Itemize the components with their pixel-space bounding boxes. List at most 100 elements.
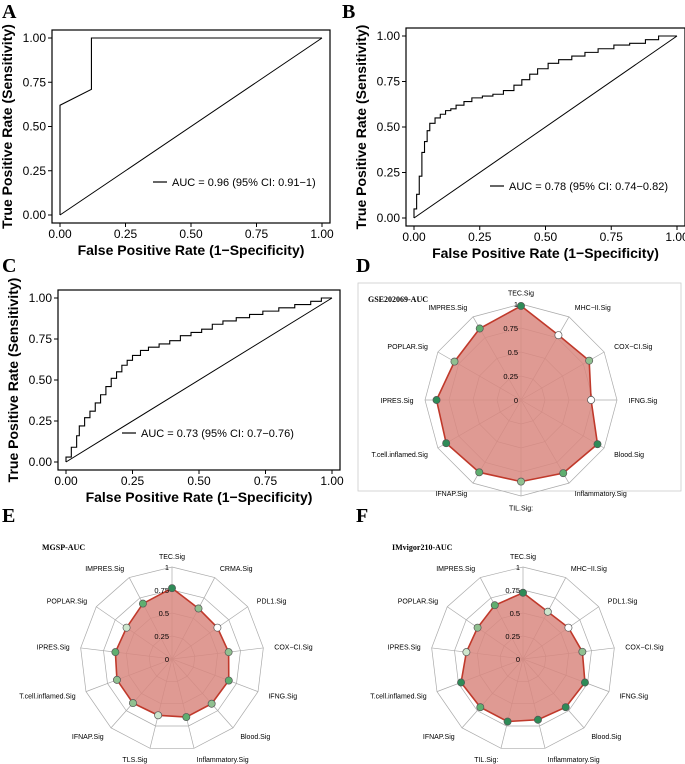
- radar-axis-label-f: MHC−II.Sig: [571, 566, 607, 573]
- x-tick-label-a: 0.75: [245, 227, 269, 241]
- radar-chart-f: IMvigor210-AUC 0 0.25 0.5 0.75 1 TEC.Sig MHC−II…: [370, 543, 663, 764]
- y-tick-label-a: 0.75: [23, 75, 47, 89]
- radar-point-f: [564, 623, 573, 632]
- radar-axis-label-d: TEC.Sig: [508, 290, 534, 297]
- radar-point-f: [457, 678, 466, 687]
- y-tick-label-a: 0.50: [23, 120, 47, 134]
- x-tick-label-a: 1.00: [310, 227, 334, 241]
- y-tick-label-b: 1.00: [377, 29, 401, 43]
- radar-axis-label-d: MHC−II.Sig: [575, 305, 611, 312]
- y-tick-label-b: 0.50: [377, 120, 401, 134]
- x-tick-label-c: 0.75: [254, 474, 278, 488]
- radar-axis-label-e: Blood.Sig: [240, 734, 270, 741]
- radar-axis-label-e: POPLAR.Sig: [47, 598, 88, 605]
- radar-axis-label-e: COX−CI.Sig: [274, 645, 312, 652]
- radar-ring-label-d: 0.25: [503, 372, 518, 381]
- radar-ring-label-f: 0.75: [505, 586, 520, 595]
- radar-axis-label-f: TEC.Sig: [510, 554, 536, 561]
- radar-point-f: [543, 607, 552, 616]
- radar-point-e: [122, 623, 131, 632]
- radar-ring-label-e: 0.75: [154, 586, 169, 595]
- radar-point-e: [224, 648, 233, 657]
- radar-area-f: [460, 591, 586, 723]
- x-tick-label-a: 0.00: [48, 227, 72, 241]
- x-tick-label-b: 0.25: [468, 230, 492, 244]
- radar-ring-label-e: 0.25: [154, 632, 169, 641]
- radar-point-e: [129, 699, 137, 708]
- radar-point-f: [534, 715, 542, 724]
- radar-point-e: [213, 623, 222, 632]
- y-tick-label-b: 0.25: [377, 166, 401, 180]
- radar-ring-label-f: 0: [516, 655, 520, 664]
- x-tick-label-b: 0.00: [402, 230, 426, 244]
- radar-axis-label-e: IFNG.Sig: [268, 694, 297, 701]
- radar-point-d: [475, 324, 484, 333]
- roc-curve-a: [59, 37, 322, 215]
- radar-axis-label-e: IPRES.Sig: [37, 645, 70, 652]
- radar-ring-e: [103, 589, 241, 727]
- reference-diagonal-a: [59, 37, 323, 216]
- radar-ring-label-d: 0: [514, 396, 518, 405]
- radar-axis-label-f: IFNAP.Sig: [423, 734, 455, 741]
- radar-point-d: [585, 356, 594, 365]
- radar-point-e: [111, 648, 120, 657]
- radar-axis-label-e: IMPRES.Sig: [85, 566, 124, 573]
- radar-title-f: IMvigor210-AUC: [392, 543, 453, 552]
- y-tick-label-c: 0.25: [29, 414, 53, 428]
- radar-point-f: [561, 703, 570, 712]
- radar-point-f: [462, 648, 471, 657]
- radar-ring-label-e: 0.5: [159, 609, 169, 618]
- x-axis-title-a: False Positive Rate (1−Specificity): [78, 242, 305, 258]
- panel-letter-d: D: [356, 255, 370, 277]
- y-tick-label-b: 0.75: [377, 75, 401, 89]
- panel-letter-f: F: [356, 505, 368, 527]
- radar-axis-label-f: IPRES.Sig: [388, 645, 421, 652]
- radar-axis-label-f: PDL1.Sig: [608, 598, 638, 605]
- x-tick-label-c: 0.50: [187, 474, 211, 488]
- radar-point-d: [432, 396, 441, 404]
- y-tick-label-a: 1.00: [23, 31, 47, 45]
- y-tick-label-c: 0.50: [29, 373, 53, 387]
- radar-frame-d: [357, 282, 682, 492]
- roc-curve-c: [65, 297, 332, 462]
- x-axis-title-c: False Positive Rate (1−Specificity): [86, 489, 313, 505]
- radar-axis-label-e: TEC.Sig: [159, 554, 185, 561]
- radar-ring-label-e: 1: [165, 563, 169, 572]
- radar-point-f: [519, 588, 527, 597]
- radar-axis-label-d: IMPRES.Sig: [428, 305, 467, 312]
- radar-axis-label-d: IFNG.Sig: [629, 398, 658, 405]
- y-tick-label-a: 0.00: [23, 208, 47, 222]
- x-tick-label-a: 0.25: [114, 227, 138, 241]
- x-axis-title-b: False Positive Rate (1−Specificity): [432, 245, 659, 261]
- auc-label-a: AUC = 0.96 (95% CI: 0.91−1): [172, 177, 316, 189]
- radar-point-e: [207, 699, 216, 708]
- radar-point-d: [559, 469, 568, 478]
- radar-axis-label-f: POPLAR.Sig: [398, 598, 439, 605]
- radar-ring-label-d: 0.5: [508, 348, 518, 357]
- radar-ring-label-e: 0: [165, 655, 169, 664]
- reference-diagonal-c: [65, 297, 333, 463]
- reference-diagonal-b: [413, 35, 678, 219]
- radar-point-f: [490, 601, 499, 610]
- y-tick-label-c: 0.00: [29, 455, 53, 469]
- radar-point-d: [450, 357, 459, 366]
- radar-axis-label-e: PDL1.Sig: [257, 598, 287, 605]
- radar-point-d: [587, 396, 596, 404]
- radar-ring-label-f: 1: [516, 563, 520, 572]
- radar-point-e: [168, 584, 176, 593]
- radar-ring-label-d: 0.75: [503, 324, 518, 333]
- auc-label-b: AUC = 0.78 (95% CI: 0.74−0.82): [509, 181, 668, 193]
- y-tick-label-b: 0.00: [377, 211, 401, 225]
- radar-axis-label-d: IFNAP.Sig: [435, 491, 467, 498]
- radar-axis-label-d: IPRES.Sig: [380, 398, 413, 405]
- x-tick-label-b: 0.75: [600, 230, 624, 244]
- radar-area-e: [114, 587, 230, 718]
- radar-ring-label-d: 1: [514, 300, 518, 309]
- radar-ring-f: [454, 589, 592, 727]
- radar-ring-label-f: 0.5: [510, 609, 520, 618]
- radar-axis-label-f: Blood.Sig: [591, 734, 621, 741]
- x-tick-label-c: 0.00: [54, 474, 78, 488]
- radar-axis-label-d: TIL.Sig:: [509, 506, 533, 513]
- x-tick-label-b: 0.50: [534, 230, 558, 244]
- radar-point-f: [473, 623, 482, 632]
